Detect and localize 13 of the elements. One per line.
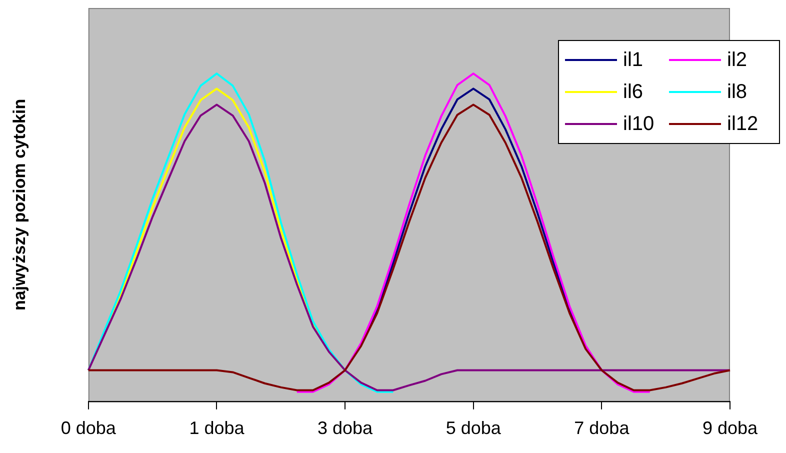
legend-label: il8 [727,80,748,104]
x-tick-label: 3 doba [318,418,374,438]
legend-label: il6 [623,80,644,104]
legend-label: il2 [727,48,748,72]
x-tick-label: 0 doba [60,418,117,438]
x-tick-label: 1 doba [189,418,246,438]
legend-label: il10 [623,112,654,136]
x-tick-label: 7 doba [574,418,630,438]
x-tick-label: 5 doba [446,418,502,438]
legend-label: il1 [623,48,644,72]
y-axis-title: najwyższy poziom cytokin [10,98,29,311]
legend-label: il12 [727,112,758,136]
x-tick-label: 9 doba [702,418,759,438]
